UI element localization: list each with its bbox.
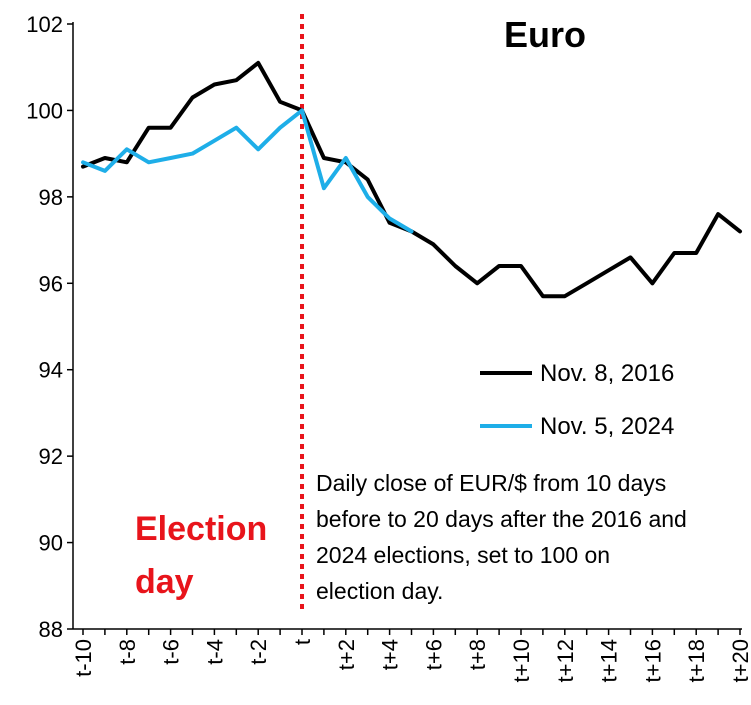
y-tick-label: 102 xyxy=(26,12,63,37)
x-tick-label: t+4 xyxy=(378,639,403,670)
x-tick-label: t xyxy=(290,639,315,645)
series-line-2024 xyxy=(81,108,414,234)
x-tick-label: t+18 xyxy=(684,639,709,682)
annotation-line-2: before to 20 days after the 2016 and xyxy=(316,506,687,532)
election-day-label-line1: Election xyxy=(135,510,267,548)
election-day-label-line2: day xyxy=(135,563,194,601)
y-tick-label: 88 xyxy=(39,617,63,642)
y-tick-label: 96 xyxy=(39,271,63,296)
y-tick-label: 90 xyxy=(39,531,63,556)
x-tick-label: t+16 xyxy=(640,639,665,682)
annotation-line-3: 2024 elections, set to 100 on xyxy=(316,542,610,568)
y-tick-label: 100 xyxy=(26,98,63,123)
x-tick-label: t+8 xyxy=(465,639,490,670)
x-tick-label: t+14 xyxy=(597,639,622,682)
x-tick-label: t-6 xyxy=(159,639,184,665)
x-tick-label: t-4 xyxy=(202,639,227,665)
x-tick-label: t+12 xyxy=(553,639,578,682)
y-tick-label: 94 xyxy=(39,358,63,383)
y-tick-label: 98 xyxy=(39,185,63,210)
x-tick-label: t-2 xyxy=(246,639,271,665)
y-tick-label: 92 xyxy=(39,444,63,469)
annotation-line-1: Daily close of EUR/$ from 10 days xyxy=(316,470,666,496)
series-line-2016 xyxy=(81,60,742,299)
x-tick-label: t+20 xyxy=(728,639,751,682)
x-tick-label: t-10 xyxy=(71,639,96,677)
x-tick-label: t+6 xyxy=(421,639,446,670)
x-tick-label: t-8 xyxy=(115,639,140,665)
legend-label-2016: Nov. 8, 2016 xyxy=(540,360,674,387)
legend-label-2024: Nov. 5, 2024 xyxy=(540,413,674,440)
x-tick-label: t+10 xyxy=(509,639,534,682)
chart-title: Euro xyxy=(504,14,586,55)
annotation-line-4: election day. xyxy=(316,578,443,604)
x-tick-label: t+2 xyxy=(334,639,359,670)
